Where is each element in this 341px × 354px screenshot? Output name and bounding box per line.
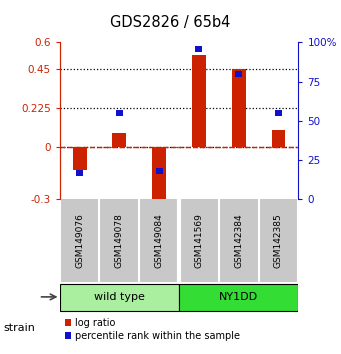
Text: GSM141569: GSM141569 — [194, 213, 204, 268]
Text: strain: strain — [3, 323, 35, 333]
Bar — [113, 133, 126, 147]
Text: GSM149076: GSM149076 — [75, 213, 84, 268]
Text: GDS2826 / 65b4: GDS2826 / 65b4 — [110, 15, 231, 30]
Bar — [271, 130, 285, 147]
Bar — [232, 69, 246, 147]
Bar — [116, 110, 123, 116]
Bar — [192, 55, 206, 147]
Bar — [179, 284, 298, 312]
Bar — [235, 71, 242, 77]
Bar — [60, 284, 179, 312]
Bar — [76, 170, 83, 176]
Bar — [275, 110, 282, 116]
Text: wild type: wild type — [94, 292, 145, 302]
Bar — [195, 46, 203, 52]
Text: GSM142384: GSM142384 — [234, 213, 243, 268]
Text: GSM149084: GSM149084 — [154, 213, 164, 268]
Text: NY1DD: NY1DD — [219, 292, 258, 302]
Bar — [73, 147, 87, 170]
Text: GSM142385: GSM142385 — [274, 213, 283, 268]
Bar — [155, 168, 163, 174]
Text: GSM149078: GSM149078 — [115, 213, 124, 268]
Legend: log ratio, percentile rank within the sample: log ratio, percentile rank within the sa… — [64, 318, 240, 341]
Bar — [152, 147, 166, 203]
